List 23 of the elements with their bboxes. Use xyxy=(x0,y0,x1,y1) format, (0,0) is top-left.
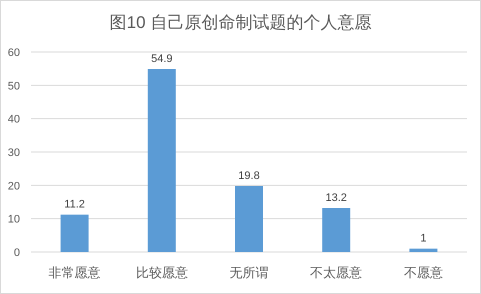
data-label: 54.9 xyxy=(151,53,173,65)
x-tick-label: 不太愿意 xyxy=(310,265,362,280)
x-tick-label: 比较愿意 xyxy=(136,265,188,280)
bar xyxy=(60,214,89,252)
y-tick-label: 20 xyxy=(8,180,20,192)
data-label: 11.2 xyxy=(64,198,85,211)
x-tick-label: 无所谓 xyxy=(230,265,268,280)
x-tick-label: 不愿意 xyxy=(404,265,443,280)
data-label: 19.8 xyxy=(238,170,260,182)
y-tick-label: 30 xyxy=(8,147,20,159)
x-tick-label: 非常愿意 xyxy=(48,265,101,280)
y-tick-label: 50 xyxy=(8,80,20,92)
bar xyxy=(235,186,263,252)
y-tick-label: 40 xyxy=(8,114,20,126)
data-label: 13.2 xyxy=(325,192,347,204)
chart-title: 图10 自己原创命制试题的个人意愿 xyxy=(110,13,372,32)
y-tick-label: 60 xyxy=(8,47,20,59)
bar xyxy=(409,248,438,252)
bar xyxy=(148,69,176,252)
data-label: 1 xyxy=(420,232,426,245)
y-tick-label: 0 xyxy=(14,247,20,259)
y-tick-label: 10 xyxy=(8,214,20,226)
bar xyxy=(322,208,350,252)
